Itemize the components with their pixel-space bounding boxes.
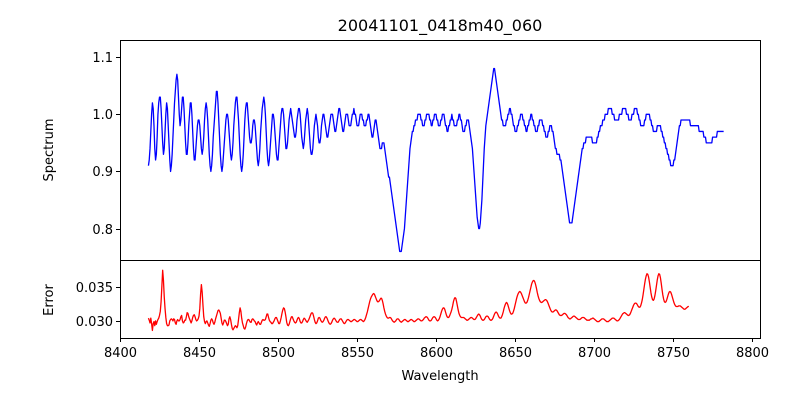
spectrum-y-tick-label: 0.8 [92,223,113,238]
spectrum-y-tick-label: 1.0 [92,108,113,123]
x-tick-label: 8800 [736,346,769,361]
spectrum-series [147,67,724,253]
x-tick-label: 8650 [499,346,532,361]
spectrum-line [147,67,724,253]
spectrum-y-ticks: 0.8 0.9 1.0 1.1 [92,51,120,238]
error-y-ticks: 0.030 0.035 [76,281,120,330]
error-series [147,269,689,332]
spectrum-y-axis-label: Spectrum [42,119,57,182]
x-tick-label: 8750 [657,346,690,361]
error-y-tick-label: 0.030 [76,315,113,330]
error-y-tick-label: 0.035 [76,281,113,296]
spectrum-y-tick-label: 1.1 [92,51,113,66]
chart-title: 20041101_0418m40_060 [338,16,543,36]
x-tick-label: 8600 [420,346,453,361]
x-axis: 8400 8450 8500 8550 8600 8650 8700 8750 8800 [104,338,769,361]
spectrum-y-tick-label: 0.9 [92,165,113,180]
x-tick-label: 8500 [262,346,295,361]
x-tick-label: 8400 [104,346,137,361]
spectrum-axes-frame [120,40,761,261]
error-line [147,269,689,332]
error-y-axis-label: Error [42,284,57,316]
error-panel: 0.030 0.035 Error [42,260,761,339]
x-tick-label: 8450 [183,346,216,361]
x-tick-label: 8700 [578,346,611,361]
x-axis-label: Wavelength [401,369,478,384]
x-tick-label: 8550 [341,346,374,361]
error-axes-frame [120,260,761,339]
spectrum-panel: 0.8 0.9 1.0 1.1 Spectrum [42,40,761,261]
